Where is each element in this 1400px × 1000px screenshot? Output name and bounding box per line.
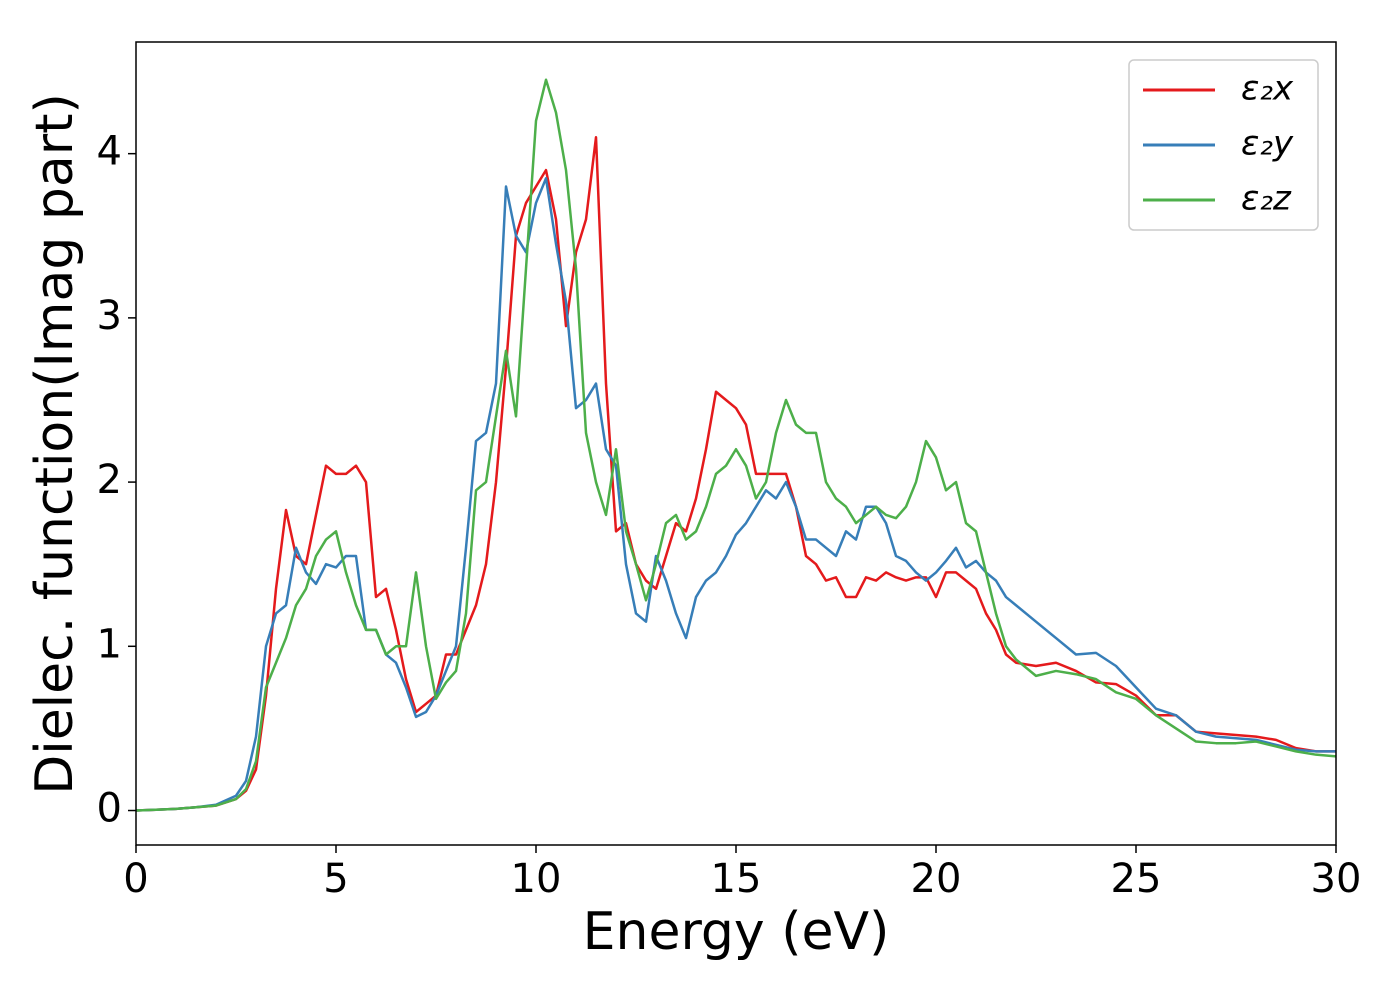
y-axis-label: Dielec. function(Imag part) (25, 93, 85, 795)
x-tick-label: 0 (123, 856, 148, 902)
legend-label: ε₂z (1241, 179, 1292, 219)
x-tick-label: 30 (1311, 856, 1362, 902)
legend-label: ε₂x (1241, 69, 1294, 109)
x-tick-label: 25 (1111, 856, 1162, 902)
y-tick-label: 3 (97, 293, 122, 339)
data-line (136, 78, 1336, 812)
x-axis-label: Energy (eV) (583, 902, 890, 962)
legend-box (1128, 59, 1319, 231)
plot-frame (135, 41, 1337, 846)
x-tick-label: 15 (711, 856, 762, 902)
legend-label: ε₂y (1241, 124, 1294, 164)
x-tick-label: 5 (323, 856, 348, 902)
y-tick-label: 1 (97, 621, 122, 667)
x-tick-label: 10 (511, 856, 562, 902)
y-tick-label: 0 (97, 786, 122, 832)
y-tick-label: 4 (97, 129, 122, 175)
data-line (136, 177, 1336, 812)
y-tick-label: 2 (97, 457, 122, 503)
x-tick-label: 20 (911, 856, 962, 902)
